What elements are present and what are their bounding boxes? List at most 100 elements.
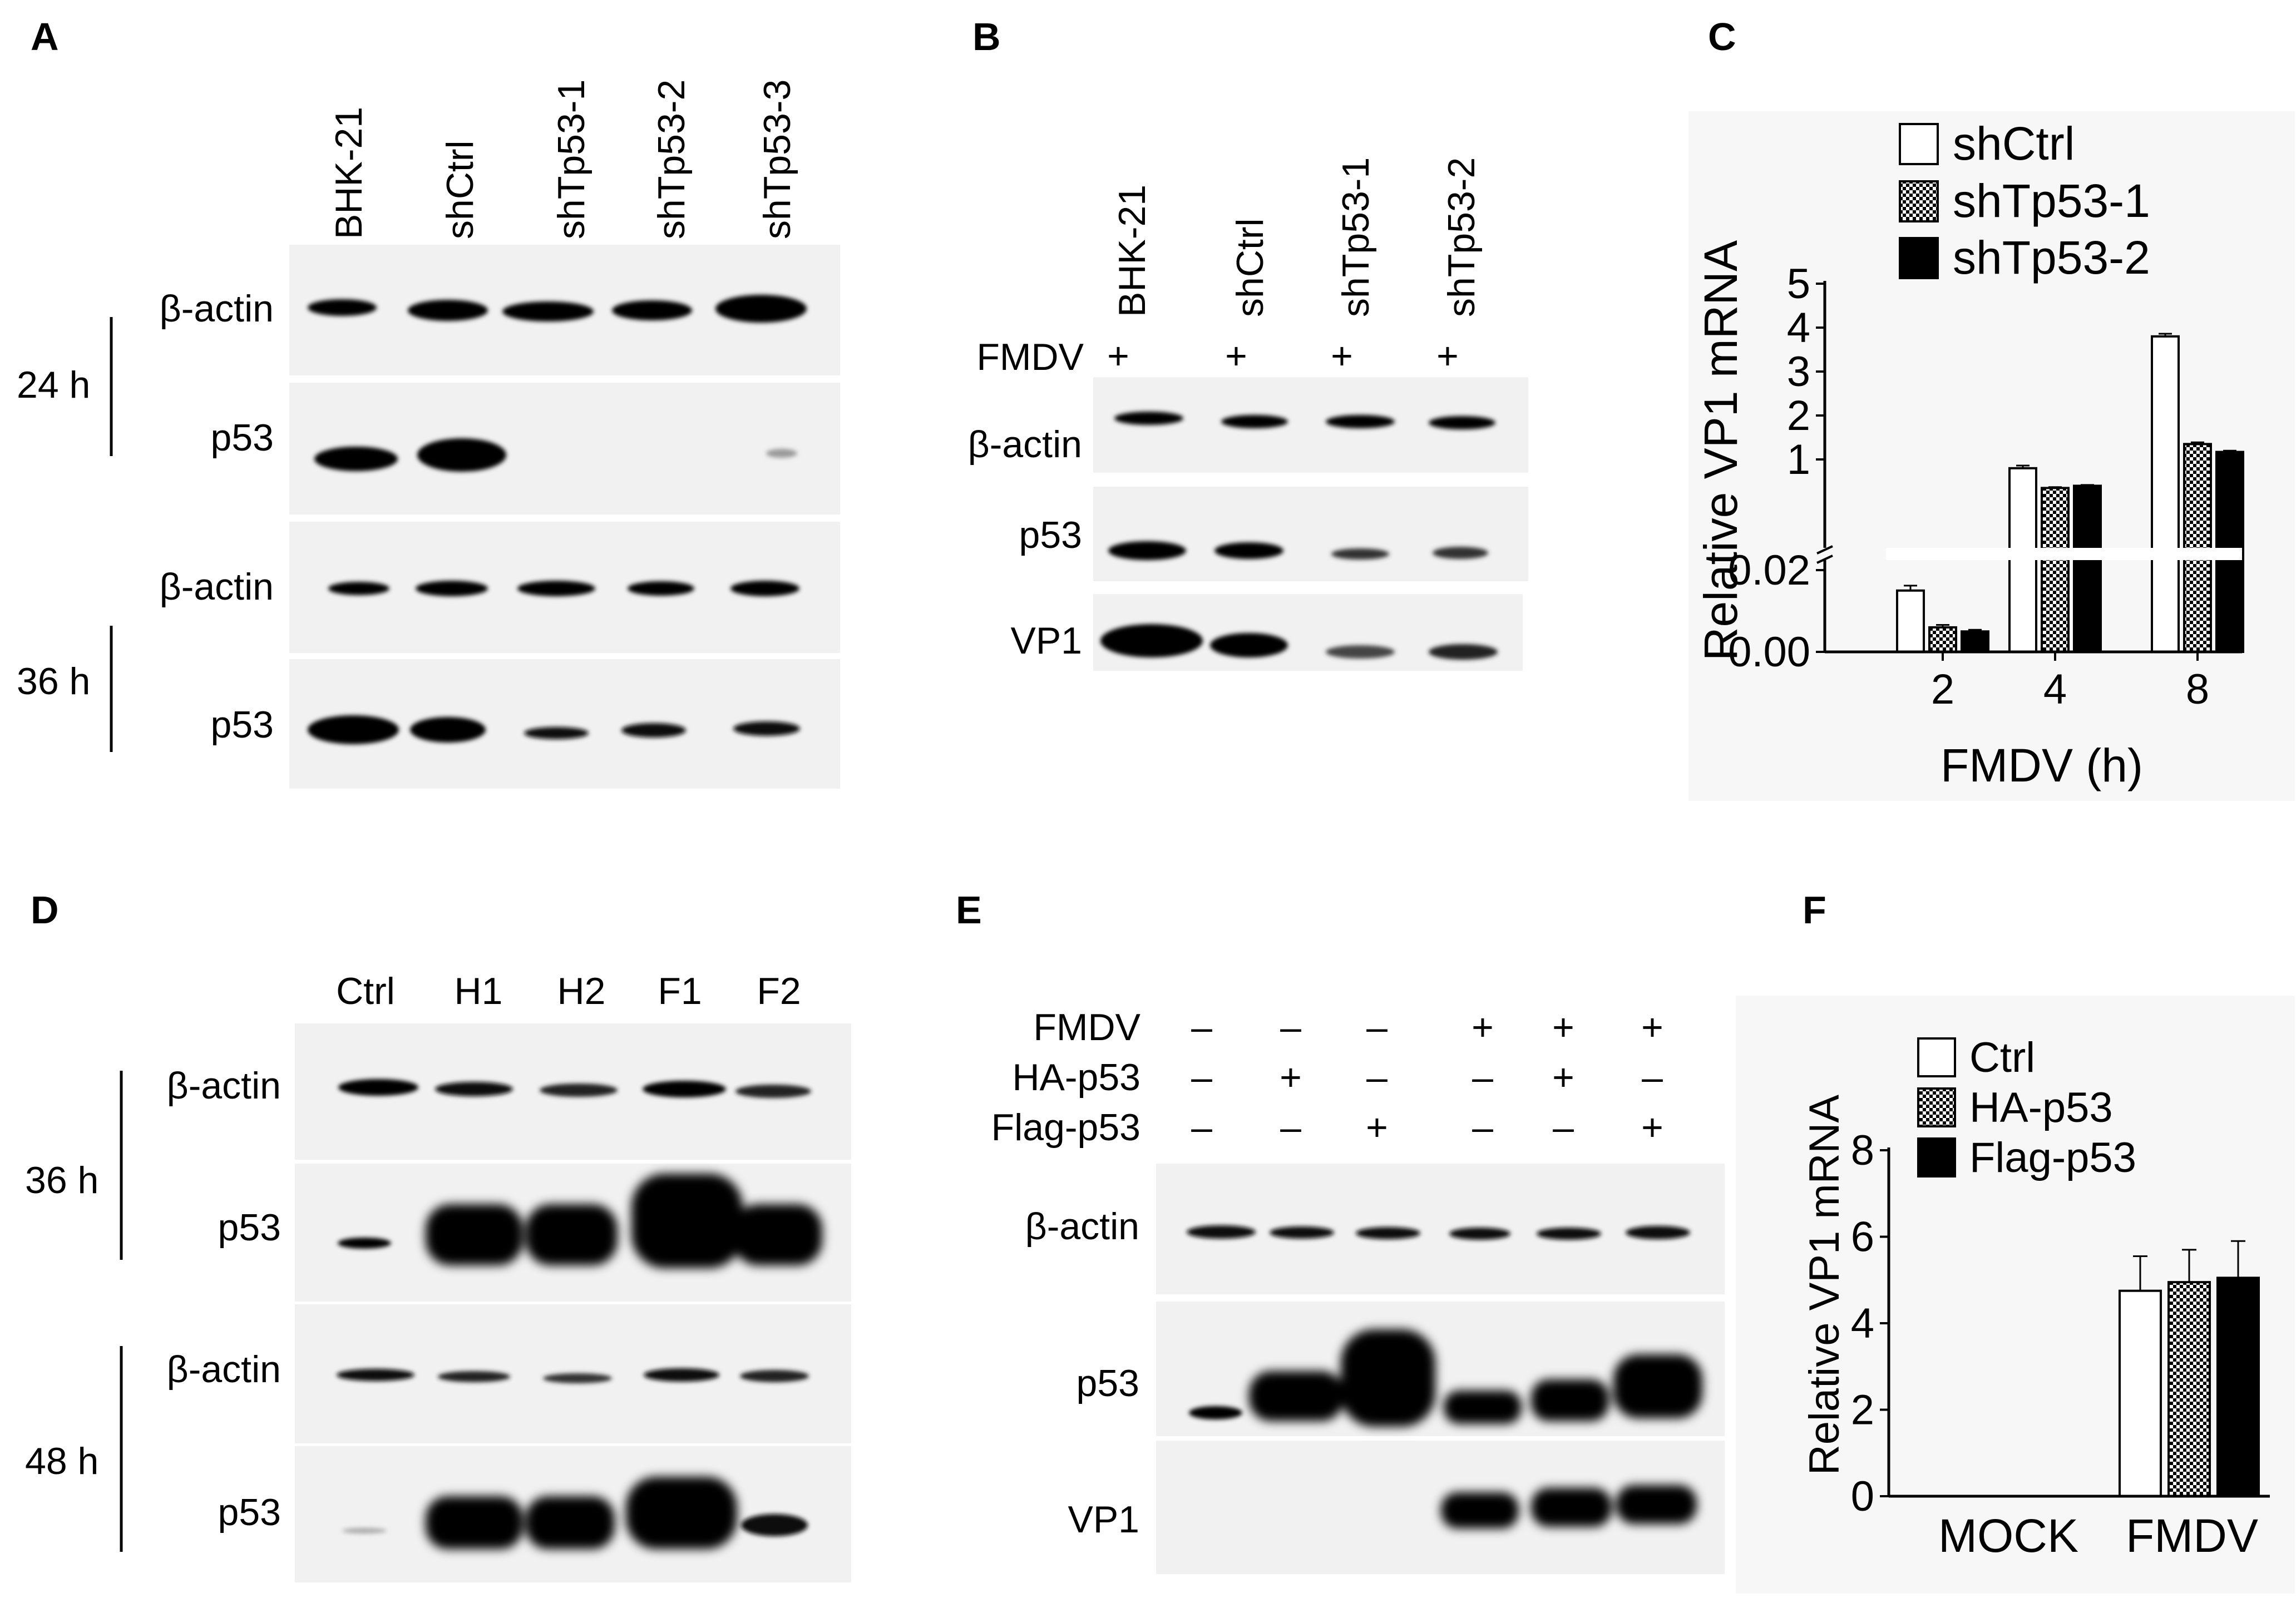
y-tick-label: 8 xyxy=(1851,1127,1874,1174)
band xyxy=(1249,1371,1344,1421)
chart-bar xyxy=(2041,487,2070,653)
band xyxy=(1537,1228,1601,1240)
band xyxy=(526,1496,615,1549)
chart-bar xyxy=(2151,335,2180,653)
axis-break-gap xyxy=(1886,548,2242,560)
panel-b-letter: B xyxy=(972,15,1001,58)
band xyxy=(435,1082,513,1096)
treatment-sign: + xyxy=(1280,1056,1302,1099)
row-label-beta-actin: β-actin xyxy=(160,566,274,608)
row-label-beta-actin: β-actin xyxy=(968,423,1082,466)
band xyxy=(733,721,800,736)
band xyxy=(314,447,398,471)
lane-label-shtp53-1: shTp53-1 xyxy=(1335,157,1377,317)
band xyxy=(1531,1379,1609,1421)
time-label-36h: 36 h xyxy=(25,1159,98,1201)
panel-f-letter: F xyxy=(1803,888,1826,932)
band xyxy=(631,1174,743,1268)
band xyxy=(1108,541,1186,560)
lane-label-bhk21: BHK-21 xyxy=(328,107,370,239)
band xyxy=(417,438,506,472)
band xyxy=(1429,416,1495,429)
panel-a-letter: A xyxy=(31,15,59,58)
lane-label-ctrl: Ctrl xyxy=(336,970,395,1012)
band xyxy=(735,1085,811,1098)
band xyxy=(408,300,488,321)
row-label-beta-actin: β-actin xyxy=(1025,1205,1139,1248)
y-tick-label: 0.00 xyxy=(1728,629,1810,676)
legend-swatch xyxy=(1917,1087,1956,1127)
legend-swatch xyxy=(1899,180,1939,222)
row-label-p53: p53 xyxy=(218,1206,281,1249)
band xyxy=(741,1514,808,1536)
treatment-sign: – xyxy=(1642,1056,1663,1099)
row-label-p53: p53 xyxy=(1077,1362,1139,1404)
band xyxy=(526,1204,618,1265)
row-label-vp1: VP1 xyxy=(1010,620,1082,662)
treatment-sign: + xyxy=(1366,1106,1388,1149)
treatment-sign: – xyxy=(1472,1106,1493,1149)
y-tick-label: 5 xyxy=(1787,260,1810,308)
band xyxy=(628,581,694,596)
band xyxy=(540,1084,618,1097)
treatment-sign: – xyxy=(1366,1006,1388,1048)
band xyxy=(438,1371,510,1382)
panel-b: B BHK-21 shCtrl shTp53-1 shTp53-2 FMDV +… xyxy=(968,15,1528,671)
x-tick-label: 2 xyxy=(1931,666,1954,713)
band xyxy=(1341,1329,1435,1427)
y-tick-label: 2 xyxy=(1851,1387,1874,1434)
band xyxy=(1531,1488,1612,1527)
row-label-beta-actin: β-actin xyxy=(167,1065,281,1107)
band xyxy=(328,582,389,595)
lane-label-f1: F1 xyxy=(658,970,702,1012)
treatment-sign: + xyxy=(1552,1006,1574,1048)
legend-swatch xyxy=(1917,1137,1956,1178)
band xyxy=(644,1368,719,1382)
band xyxy=(740,1370,809,1382)
band xyxy=(612,300,692,320)
chart-bar xyxy=(1928,626,1957,654)
band xyxy=(416,581,488,596)
fmdv-sign: + xyxy=(1331,335,1353,377)
band xyxy=(410,717,486,743)
fmdv-label: FMDV xyxy=(976,336,1084,378)
panel-e-letter: E xyxy=(956,888,982,932)
band xyxy=(1616,1485,1697,1524)
treatment-sign: – xyxy=(1472,1056,1493,1099)
chart-bar xyxy=(1961,630,1989,653)
y-tick-label: 0 xyxy=(1851,1473,1874,1520)
x-axis-label: FMDV (h) xyxy=(1941,739,2143,791)
blot-strip xyxy=(289,383,840,514)
band xyxy=(730,581,799,596)
lane-label-shtp53-2: shTp53-2 xyxy=(650,80,693,239)
panel-c-letter: C xyxy=(1708,15,1736,58)
band xyxy=(308,299,377,316)
band xyxy=(715,295,807,323)
fmdv-sign: + xyxy=(1107,335,1129,377)
panel-a-lane-labels: BHK-21 shCtrl shTp53-1 shTp53-2 shTp53-3 xyxy=(328,80,798,239)
blot-strip xyxy=(1093,487,1528,581)
treatment-sign: – xyxy=(1280,1106,1301,1149)
legend-label: shCtrl xyxy=(1953,117,2075,170)
band xyxy=(1331,548,1389,560)
time-label-48h: 48 h xyxy=(25,1440,98,1482)
band xyxy=(426,1204,523,1265)
row-label-p53: p53 xyxy=(218,1491,281,1533)
bands xyxy=(1187,1225,1702,1528)
y-tick-label: 2 xyxy=(1787,392,1810,439)
lane-label-shtp53-2: shTp53-2 xyxy=(1440,157,1483,317)
lane-label-h2: H2 xyxy=(557,970,606,1012)
row-label-beta-actin: β-actin xyxy=(167,1348,281,1391)
chart-bar xyxy=(2073,484,2102,654)
lane-label-h1: H1 xyxy=(455,970,503,1012)
chart-bar xyxy=(2167,1281,2211,1497)
band xyxy=(342,1528,387,1533)
y-axis-label: Relative VP1 mRNA xyxy=(1695,240,1747,661)
treatment-sign: + xyxy=(1472,1006,1494,1048)
treatment-sign: – xyxy=(1553,1106,1574,1149)
legend-swatch xyxy=(1917,1037,1956,1077)
time-label-36h: 36 h xyxy=(17,660,90,702)
band xyxy=(1221,415,1288,428)
